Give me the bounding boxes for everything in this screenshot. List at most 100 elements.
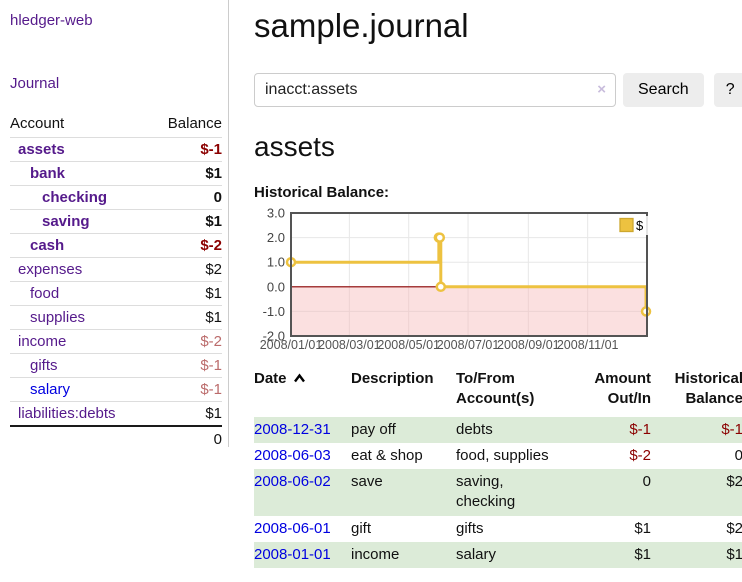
transaction-date-cell: 2008-06-02 xyxy=(254,469,351,516)
transaction-row[interactable]: 2008-12-31 pay off debts $-1 $-1 xyxy=(254,416,742,443)
transaction-date-link[interactable]: 2008-01-01 xyxy=(254,545,331,563)
svg-text:2.0: 2.0 xyxy=(267,230,285,245)
transaction-accounts: salary xyxy=(456,545,497,563)
transaction-date-cell: 2008-06-01 xyxy=(254,516,351,542)
transaction-row[interactable]: 2008-06-02 save saving, checking 0 $2 xyxy=(254,469,742,516)
clear-search-icon[interactable]: × xyxy=(597,81,606,98)
transaction-row[interactable]: 2008-01-01 income salary $1 $1 xyxy=(254,541,742,568)
account-cell: food xyxy=(10,281,151,306)
account-link-gifts[interactable]: gifts xyxy=(30,357,58,374)
account-balance: $-1 xyxy=(150,377,222,402)
svg-text:$: $ xyxy=(636,218,644,233)
account-balance: $1 xyxy=(150,401,222,426)
account-row: supplies $1 xyxy=(10,305,222,330)
account-link-salary[interactable]: salary xyxy=(30,381,71,398)
transaction-row[interactable]: 2008-06-03 eat & shop food, supplies $-2 0 xyxy=(254,443,742,469)
account-title: assets xyxy=(254,131,335,162)
account-link-bank[interactable]: bank xyxy=(30,165,66,182)
register-col-historical: Historical Balance xyxy=(674,370,742,408)
transaction-date-cell: 2008-06-03 xyxy=(254,443,351,469)
account-link-supplies[interactable]: supplies xyxy=(30,309,86,326)
transaction-amount: $1 xyxy=(634,519,651,537)
account-row: checking 0 xyxy=(10,185,222,210)
transaction-balance: 0 xyxy=(734,446,742,464)
transaction-accounts: food, supplies xyxy=(456,446,549,464)
account-link-liabilities-debts[interactable]: liabilities:debts xyxy=(18,405,116,422)
account-link-assets[interactable]: assets xyxy=(18,141,65,158)
chart-title: Historical Balance: xyxy=(254,184,390,201)
account-cell: saving xyxy=(10,209,151,234)
sidebar-item-journal[interactable]: Journal xyxy=(10,75,60,92)
account-balance: $1 xyxy=(150,281,222,306)
transaction-date-link[interactable]: 2008-06-01 xyxy=(254,519,331,537)
accounts-total-row: 0 xyxy=(10,425,222,452)
search-input[interactable] xyxy=(254,73,616,107)
transaction-date-link[interactable]: 2008-06-03 xyxy=(254,446,331,464)
account-cell: expenses xyxy=(10,257,151,282)
account-row: income $-2 xyxy=(10,329,222,354)
account-balance: $-2 xyxy=(150,233,222,258)
transaction-description: eat & shop xyxy=(351,446,423,464)
transaction-row[interactable]: 2008-06-01 gift gifts $1 $2 xyxy=(254,516,742,542)
search-box: × xyxy=(254,73,616,107)
accounts-header-row: Account Balance xyxy=(10,113,222,138)
account-link-cash[interactable]: cash xyxy=(30,237,65,254)
account-balance: 0 xyxy=(150,185,222,210)
accounts-header-account: Account xyxy=(10,115,65,132)
account-row: expenses $2 xyxy=(10,257,222,282)
search-form: × Search ? xyxy=(254,73,742,107)
account-row: liabilities:debts $1 xyxy=(10,401,222,426)
account-cell: liabilities:debts xyxy=(10,401,151,426)
transaction-balance: $-1 xyxy=(721,420,742,438)
main-content: sample.journal × Search ? assets Histori… xyxy=(229,0,742,582)
accounts-table: Account Balance assets $-1 bank $1 checking 0… xyxy=(10,113,222,452)
register-header-row: Date Description To/From Account(s) Amount … xyxy=(254,369,742,417)
account-balance: $2 xyxy=(150,257,222,282)
transaction-accounts: gifts xyxy=(456,519,484,537)
account-cell: income xyxy=(10,329,151,354)
svg-text:0.0: 0.0 xyxy=(267,279,285,294)
svg-text:2008/01/01: 2008/01/01 xyxy=(260,338,323,352)
account-cell: cash xyxy=(10,233,151,258)
svg-text:2008/11/01: 2008/11/01 xyxy=(557,338,619,352)
transaction-description: income xyxy=(351,545,400,563)
account-link-checking[interactable]: checking xyxy=(42,189,108,206)
transaction-amount: $-2 xyxy=(629,446,651,464)
transaction-balance: $2 xyxy=(726,473,742,490)
account-row: salary $-1 xyxy=(10,377,222,402)
account-balance: $-1 xyxy=(150,353,222,378)
transaction-date-link[interactable]: 2008-12-31 xyxy=(254,420,331,438)
sidebar: hledger-web Journal Account Balance asse… xyxy=(0,0,229,582)
svg-text:2008/07/01: 2008/07/01 xyxy=(437,338,500,352)
account-link-income[interactable]: income xyxy=(18,333,67,350)
account-link-saving[interactable]: saving xyxy=(42,213,90,230)
account-cell: assets xyxy=(10,137,151,162)
account-cell: supplies xyxy=(10,305,151,330)
svg-text:1.0: 1.0 xyxy=(267,255,285,270)
account-row: bank $1 xyxy=(10,161,222,186)
transaction-date-cell: 2008-12-31 xyxy=(254,417,351,443)
transaction-description: pay off xyxy=(351,420,396,438)
brand-link[interactable]: hledger-web xyxy=(10,12,93,29)
accounts-total-spacer xyxy=(10,425,151,452)
account-balance: $-1 xyxy=(150,137,222,162)
register-col-description: Description xyxy=(351,370,434,387)
account-link-expenses[interactable]: expenses xyxy=(18,261,83,278)
register-col-date[interactable]: Date xyxy=(254,369,351,417)
transaction-date-cell: 2008-01-01 xyxy=(254,542,351,568)
help-button[interactable]: ? xyxy=(713,73,742,107)
account-row: assets $-1 xyxy=(10,137,222,162)
page-title: sample.journal xyxy=(254,7,469,44)
svg-text:2008/09/01: 2008/09/01 xyxy=(497,338,560,352)
transaction-amount: $1 xyxy=(634,545,651,563)
accounts-total-value: 0 xyxy=(150,425,222,452)
transaction-accounts: saving, checking xyxy=(456,473,516,511)
accounts-header-balance: Balance xyxy=(167,115,222,132)
account-row: cash $-2 xyxy=(10,233,222,258)
historical-balance-chart-svg: $3.0 2.0 1.0 0.0 -1.0 -2.02008/01/012008/03/0… xyxy=(260,206,652,352)
account-link-food[interactable]: food xyxy=(30,285,60,302)
transaction-balance: $1 xyxy=(726,545,742,563)
search-button[interactable]: Search xyxy=(623,73,704,107)
transaction-date-link[interactable]: 2008-06-02 xyxy=(254,473,331,490)
account-cell: gifts xyxy=(10,353,151,378)
